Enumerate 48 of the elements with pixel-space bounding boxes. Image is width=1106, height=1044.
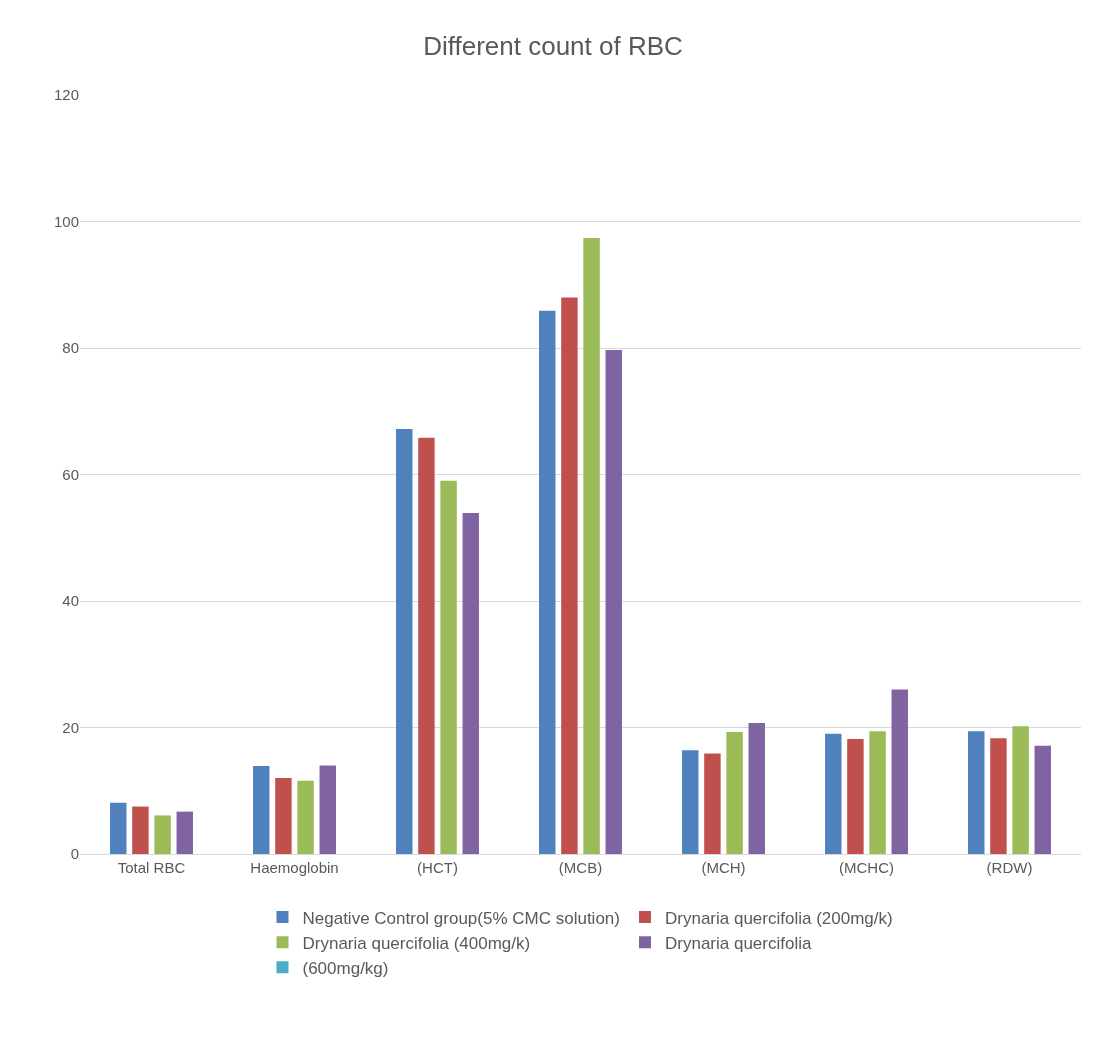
bar — [539, 310, 556, 854]
bar — [176, 811, 193, 854]
y-tick-label: 20 — [62, 718, 79, 736]
x-tick-label: (HCT) — [417, 859, 458, 876]
bar — [1034, 745, 1051, 854]
legend-label: Drynaria quercifolia (200mg/k) — [664, 908, 893, 928]
x-tick-label: (MCH) — [701, 859, 746, 876]
x-tick-label: (MCB) — [558, 859, 603, 876]
y-tick-label: 100 — [53, 212, 79, 230]
bar — [682, 750, 699, 854]
bar — [891, 689, 908, 854]
legend-label: Negative Control group(5% CMC solution) — [302, 908, 620, 928]
legend-label: (600mg/kg) — [302, 958, 389, 978]
bar — [418, 437, 435, 854]
bar — [297, 780, 314, 854]
bar — [154, 815, 171, 854]
y-tick-label: 80 — [62, 339, 79, 357]
bar — [440, 480, 457, 854]
legend-label: Drynaria quercifolia (400mg/k) — [302, 933, 531, 953]
x-tick-label: (RDW) — [986, 859, 1033, 876]
bar — [253, 766, 270, 854]
bar — [605, 349, 622, 854]
x-tick-label: Haemoglobin — [250, 859, 339, 876]
chart-title: Different count of RBC — [423, 30, 683, 61]
bar — [847, 738, 864, 854]
y-tick-label: 0 — [70, 845, 79, 863]
bar — [825, 733, 842, 854]
bar — [561, 297, 578, 854]
bar — [132, 806, 149, 854]
bar — [869, 731, 886, 854]
bar — [704, 753, 721, 854]
bar — [583, 237, 600, 854]
bar — [462, 513, 479, 854]
x-tick-label: (MCHC) — [839, 859, 894, 876]
bar — [968, 731, 985, 854]
bar — [110, 802, 127, 854]
bar — [726, 731, 743, 854]
y-tick-label: 60 — [62, 465, 79, 483]
x-tick-label: Total RBC — [117, 859, 186, 876]
y-tick-label: 120 — [53, 86, 79, 104]
bar — [275, 778, 292, 854]
bar — [319, 765, 336, 854]
bar — [396, 428, 413, 854]
bar — [748, 723, 765, 854]
legend-label: Drynaria quercifolia — [664, 933, 812, 953]
bar — [990, 738, 1007, 854]
bar — [1012, 726, 1029, 854]
y-tick-label: 40 — [62, 592, 79, 610]
